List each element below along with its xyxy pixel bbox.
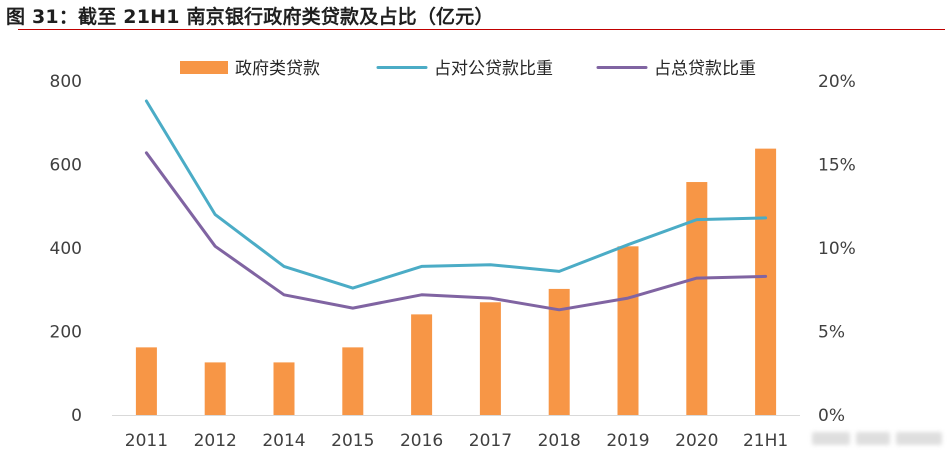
legend-label: 占总贷款比重 bbox=[654, 59, 756, 79]
bar bbox=[411, 314, 433, 415]
legend-label: 占对公贷款比重 bbox=[434, 59, 553, 79]
bar bbox=[755, 148, 777, 415]
watermark-blur bbox=[896, 432, 942, 445]
x-tick-label: 2020 bbox=[675, 431, 718, 451]
series-line bbox=[144, 151, 768, 312]
legend-label: 政府类贷款 bbox=[235, 59, 320, 79]
watermark-blur bbox=[812, 432, 850, 445]
y-right-tick-label: 20% bbox=[818, 72, 856, 92]
y-left-tick-label: 200 bbox=[50, 323, 82, 343]
bar bbox=[135, 347, 157, 415]
watermark-blur bbox=[856, 432, 890, 445]
y-left-tick-label: 800 bbox=[50, 72, 82, 92]
bar bbox=[617, 246, 639, 415]
series-line bbox=[144, 99, 768, 290]
figure-title: 图 31：截至 21H1 南京银行政府类贷款及占比（亿元） bbox=[6, 6, 494, 28]
x-tick-label: 2016 bbox=[400, 431, 443, 451]
bar bbox=[273, 362, 295, 415]
x-tick-label: 2014 bbox=[262, 431, 305, 451]
x-tick-label: 21H1 bbox=[743, 431, 788, 451]
y-left-tick-label: 600 bbox=[50, 156, 82, 176]
x-tick-label: 2017 bbox=[469, 431, 512, 451]
x-tick-label: 2012 bbox=[194, 431, 237, 451]
bar bbox=[548, 288, 570, 415]
x-tick-label: 2019 bbox=[606, 431, 649, 451]
bar bbox=[204, 362, 226, 415]
bar bbox=[479, 302, 501, 415]
x-tick-label: 2015 bbox=[331, 431, 374, 451]
x-tick-label: 2018 bbox=[538, 431, 581, 451]
y-left-tick-label: 0 bbox=[71, 406, 82, 426]
y-right-tick-label: 5% bbox=[818, 323, 845, 343]
title-divider bbox=[18, 29, 945, 30]
legend-swatch bbox=[180, 61, 228, 74]
bar bbox=[342, 347, 364, 415]
y-left-tick-label: 400 bbox=[50, 239, 82, 259]
y-right-tick-label: 10% bbox=[818, 239, 856, 259]
x-tick-label: 2011 bbox=[125, 431, 168, 451]
y-right-tick-label: 0% bbox=[818, 406, 845, 426]
y-right-tick-label: 15% bbox=[818, 156, 856, 176]
bar bbox=[686, 182, 708, 415]
